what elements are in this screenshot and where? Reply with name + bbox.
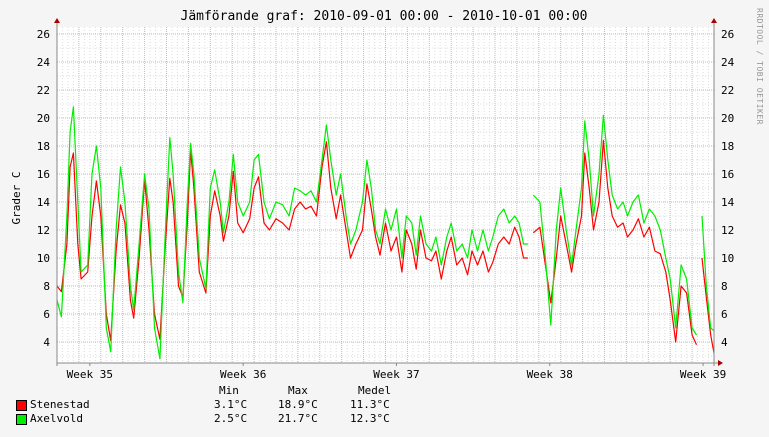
y-tick-label-right: 6 [721,308,728,321]
x-tick-label: Week 37 [373,368,419,381]
legend-label-stenestad: Stenestad [30,398,90,411]
x-tick-labels: Week 35 Week 36 Week 37 Week 38 Week 39 [67,363,726,381]
y-tick-label: 26 [37,28,50,41]
series-line-stenestad [56,139,715,354]
series-lines [56,106,715,360]
y-tick-label-right: 8 [721,280,728,293]
y-tick-label: 22 [37,84,50,97]
series-line-axelvold [56,106,715,360]
chart-title: Jämförande graf: 2010-09-01 00:00 - 2010… [181,9,588,24]
stat-max-stenestad: 18.9°C [278,398,318,411]
y-tick-label-right: 10 [721,252,734,265]
y-tick-label: 6 [43,308,50,321]
stat-mean-stenestad: 11.3°C [350,398,390,411]
y-tick-label-right: 20 [721,112,734,125]
legend-swatch-stenestad [16,400,27,411]
y-tick-label-right: 24 [721,56,735,69]
y-axis-label: Grader C [10,172,23,225]
y-tick-label: 20 [37,112,50,125]
y-tick-labels-right: 4 6 8 10 12 14 16 18 20 22 24 26 [721,28,735,349]
y-tick-label-right: 14 [721,196,735,209]
side-label: RRDTOOL / TOBI OETIKER [755,8,764,125]
y-tick-label: 16 [37,168,50,181]
y-tick-label: 14 [37,196,51,209]
x-tick-label: Week 39 [680,368,726,381]
y-axis-arrow-left [54,18,60,23]
x-axis-arrow [718,360,723,366]
stats-header-max: Max [288,384,308,397]
y-axis-arrow-right [711,18,717,23]
y-tick-label-right: 12 [721,224,734,237]
y-tick-label-right: 26 [721,28,734,41]
y-tick-label-right: 4 [721,336,728,349]
stats-header-min: Min [219,384,239,397]
legend-swatch-axelvold [16,414,27,425]
y-tick-label: 24 [37,56,51,69]
y-tick-label-right: 22 [721,84,734,97]
x-tick-label: Week 36 [220,368,266,381]
y-tick-label: 4 [43,336,50,349]
stats-header-mean: Medel [358,384,392,397]
y-tick-labels-left: 4 6 8 10 12 14 16 18 20 22 24 26 [37,28,51,349]
stat-min-stenestad: 3.1°C [214,398,248,411]
stat-max-axelvold: 21.7°C [278,412,318,425]
stat-mean-axelvold: 12.3°C [350,412,390,425]
y-tick-label-right: 18 [721,140,734,153]
legend-label-axelvold: Axelvold [30,412,83,425]
y-tick-label: 12 [37,224,50,237]
y-tick-label: 10 [37,252,50,265]
y-tick-label-right: 16 [721,168,734,181]
y-tick-label: 8 [43,280,50,293]
x-tick-label: Week 38 [527,368,573,381]
stat-min-axelvold: 2.5°C [214,412,248,425]
axes [54,18,723,366]
x-tick-label: Week 35 [67,368,113,381]
y-tick-label: 18 [37,140,50,153]
